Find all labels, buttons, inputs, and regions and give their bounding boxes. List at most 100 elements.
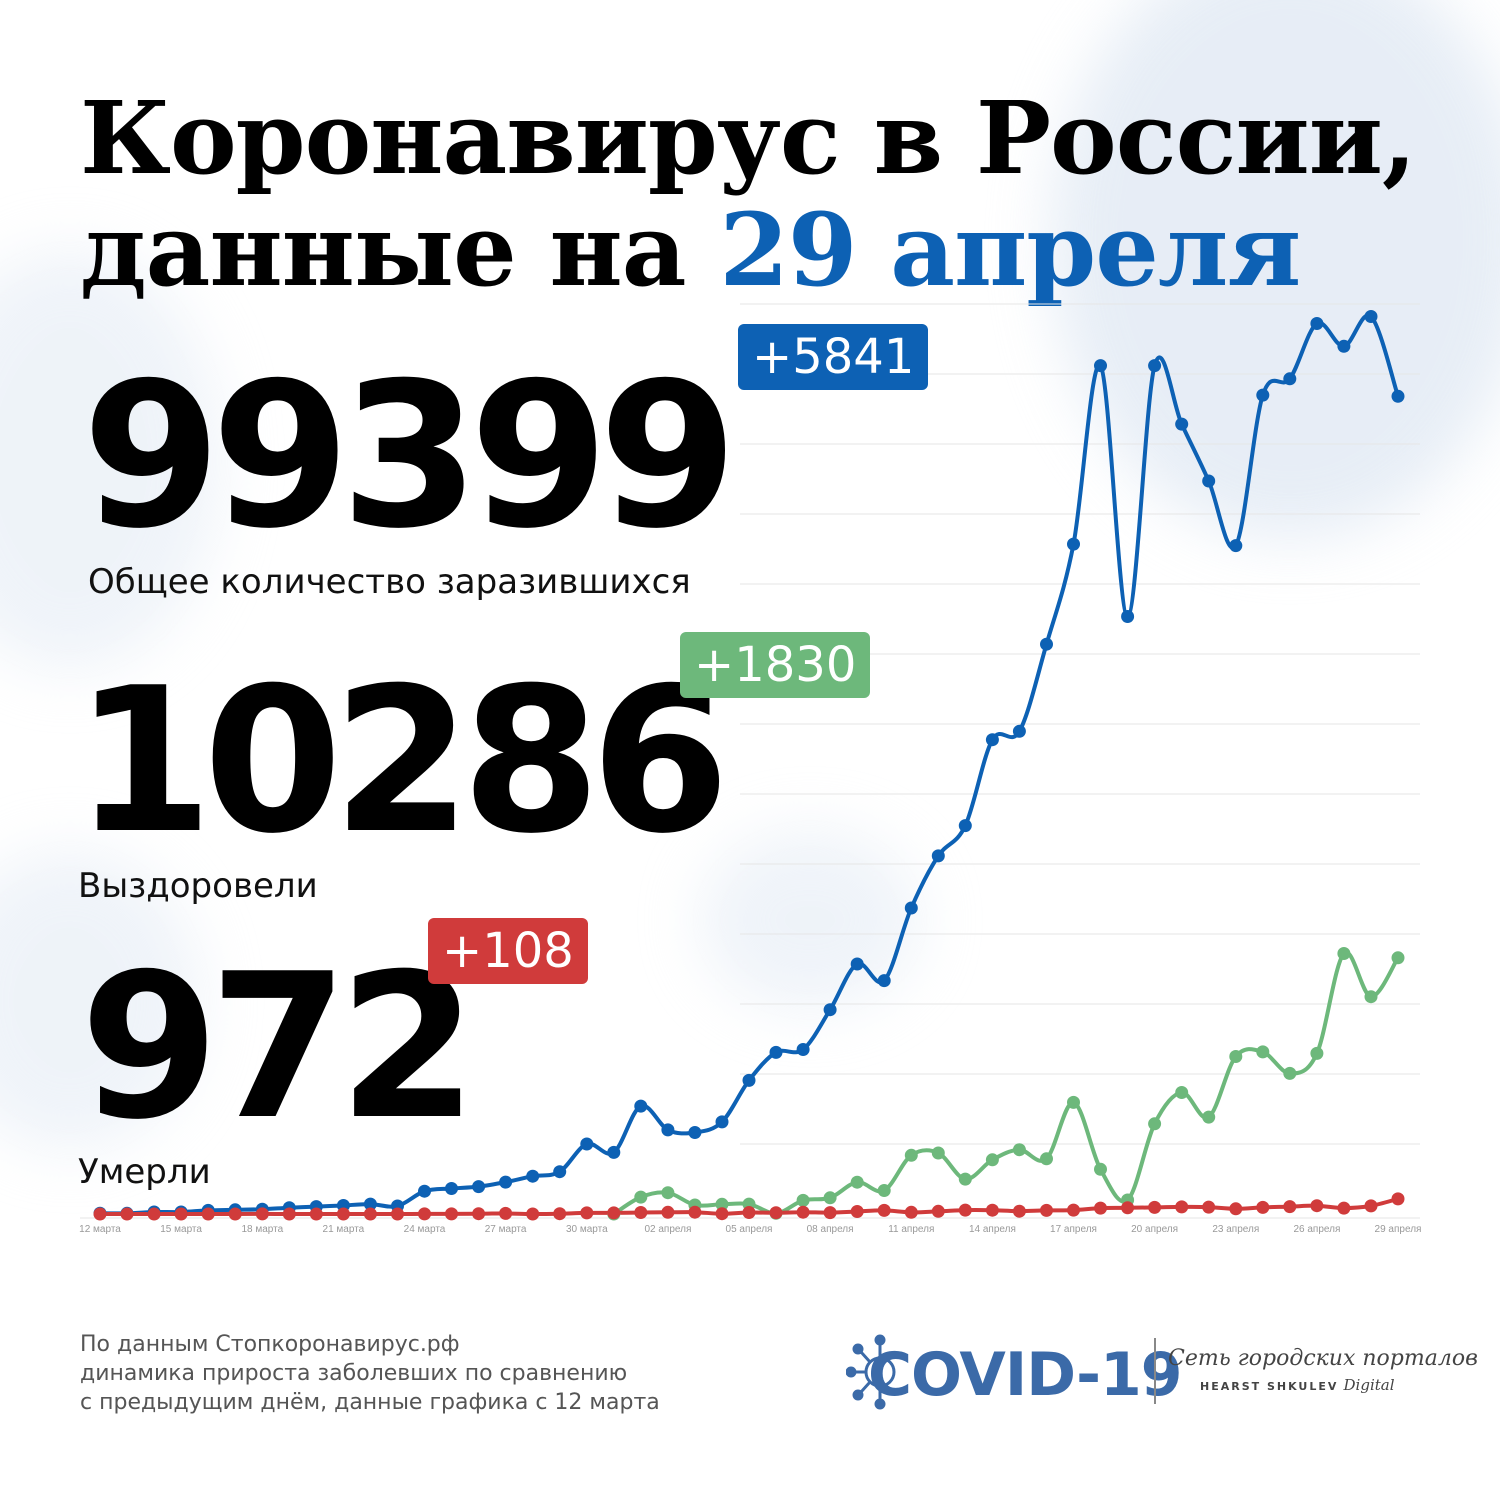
recovered-label: Выздоровели bbox=[78, 866, 318, 906]
deaths-data-point bbox=[174, 1207, 188, 1221]
x-tick-label: 14 апреля bbox=[969, 1224, 1016, 1235]
x-tick-label: 17 апреля bbox=[1050, 1224, 1097, 1235]
infected-data-point bbox=[1310, 317, 1324, 330]
title-line1: Коронавирус в России, bbox=[80, 79, 1417, 197]
covid-logo-text: COVID-19 bbox=[868, 1340, 1183, 1410]
x-tick-label: 08 апреля bbox=[807, 1224, 854, 1235]
infected-data-point bbox=[1229, 539, 1243, 553]
recovered-data-point bbox=[958, 1172, 972, 1186]
recovered-data-point bbox=[1067, 1095, 1080, 1109]
infected-data-point bbox=[1067, 537, 1080, 551]
infected-delta-badge: +5841 bbox=[738, 324, 929, 390]
page-title: Коронавирус в России, данные на 29 апрел… bbox=[80, 79, 1417, 309]
recovered-data-point bbox=[1391, 951, 1405, 965]
infected-data-point bbox=[1391, 389, 1405, 403]
infected-data-point bbox=[823, 1003, 837, 1017]
background-texture bbox=[1050, 0, 1500, 540]
recovered-data-point bbox=[904, 1148, 918, 1162]
infected-data-point bbox=[1364, 310, 1378, 323]
recovered-data-point bbox=[1175, 1086, 1189, 1099]
x-tick-label: 26 апреля bbox=[1293, 1224, 1340, 1235]
recovered-data-point bbox=[1148, 1117, 1162, 1131]
recovered-data-point bbox=[985, 1153, 999, 1167]
deaths-data-point bbox=[1067, 1203, 1080, 1217]
deaths-data-point bbox=[1310, 1199, 1324, 1213]
infected-data-point bbox=[715, 1115, 729, 1129]
infected-total: 99399 bbox=[82, 340, 738, 573]
x-tick-label: 20 апреля bbox=[1131, 1224, 1178, 1235]
deaths-data-point bbox=[526, 1207, 540, 1221]
deaths-data-point bbox=[742, 1206, 756, 1219]
deaths-data-point bbox=[661, 1205, 675, 1219]
deaths-data-point bbox=[309, 1207, 323, 1221]
infected-data-point bbox=[1040, 637, 1053, 651]
x-tick-label: 15 марта bbox=[160, 1224, 202, 1235]
recovered-data-point bbox=[796, 1193, 810, 1207]
infected-data-point bbox=[1148, 359, 1162, 373]
deaths-data-point bbox=[823, 1206, 837, 1220]
infected-data-point bbox=[1121, 610, 1135, 623]
deaths-data-point bbox=[958, 1203, 972, 1217]
deaths-data-point bbox=[499, 1206, 513, 1220]
infected-data-point bbox=[607, 1145, 621, 1159]
deaths-data-point bbox=[282, 1207, 296, 1221]
recovered-data-point bbox=[823, 1191, 837, 1205]
x-tick-label: 23 апреля bbox=[1212, 1224, 1259, 1235]
infected-data-point bbox=[526, 1169, 540, 1183]
recovered-data-point bbox=[1202, 1110, 1216, 1124]
deaths-total: 972 bbox=[80, 931, 477, 1164]
x-tick-label: 11 апреля bbox=[888, 1224, 934, 1235]
infected-label: Общее количество заразившихся bbox=[88, 562, 691, 602]
deaths-data-point bbox=[1040, 1203, 1053, 1217]
virus-icon bbox=[846, 1334, 896, 1410]
x-tick-label: 24 марта bbox=[404, 1224, 446, 1235]
deaths-data-point bbox=[850, 1205, 864, 1218]
recovered-data-point bbox=[1364, 990, 1378, 1004]
infected-data-point bbox=[904, 901, 918, 915]
deaths-data-point bbox=[607, 1206, 621, 1220]
brand-bold: HEARST SHKULEV bbox=[1200, 1380, 1339, 1393]
deaths-data-point bbox=[877, 1203, 891, 1217]
infected-data-point bbox=[1256, 388, 1270, 402]
infected-data-point bbox=[688, 1126, 702, 1139]
recovered-data-point bbox=[931, 1146, 945, 1160]
deaths-data-point bbox=[1283, 1200, 1297, 1214]
deaths-data-point bbox=[796, 1205, 810, 1219]
deaths-data-point bbox=[391, 1207, 404, 1221]
x-tick-label: 21 марта bbox=[323, 1224, 365, 1235]
recovered-data-point bbox=[1040, 1152, 1053, 1166]
deaths-data-point bbox=[1121, 1201, 1135, 1215]
infected-data-point bbox=[634, 1099, 648, 1113]
deaths-data-point bbox=[201, 1207, 215, 1221]
recovered-data-point bbox=[1012, 1143, 1026, 1157]
recovered-data-point bbox=[1283, 1066, 1297, 1080]
recovered-total: 10286 bbox=[74, 645, 730, 878]
deaths-data-point bbox=[580, 1206, 594, 1220]
infected-data-point bbox=[472, 1180, 486, 1194]
infected-data-point bbox=[877, 974, 891, 988]
deaths-data-point bbox=[228, 1207, 242, 1221]
source-footnote: По данным Стопкоронавирус.рф динамика пр… bbox=[80, 1330, 780, 1417]
infected-data-point bbox=[850, 957, 864, 971]
title-line2-prefix: данные на bbox=[80, 191, 720, 309]
infected-data-point bbox=[1012, 724, 1026, 738]
brand-italic: Digital bbox=[1343, 1376, 1395, 1394]
recovered-data-point bbox=[877, 1184, 891, 1197]
brand-subtitle: HEARST SHKULEV Digital bbox=[1200, 1376, 1395, 1394]
deaths-data-point bbox=[985, 1203, 999, 1217]
background-texture bbox=[0, 850, 200, 1150]
recovered-data-point bbox=[1094, 1162, 1107, 1176]
infected-data-point bbox=[958, 819, 972, 833]
deaths-data-point bbox=[1175, 1200, 1189, 1214]
deaths-data-point bbox=[931, 1204, 945, 1218]
infected-data-point bbox=[418, 1184, 431, 1198]
deaths-label: Умерли bbox=[78, 1152, 211, 1192]
recovered-series-line bbox=[612, 950, 1400, 1216]
deaths-data-point bbox=[1364, 1199, 1378, 1213]
deaths-data-point bbox=[1148, 1200, 1162, 1214]
deaths-data-point bbox=[1256, 1200, 1270, 1214]
deaths-data-point bbox=[1229, 1202, 1243, 1216]
footnote-line: По данным Стопкоронавирус.рф bbox=[80, 1332, 460, 1357]
infected-data-point bbox=[1337, 339, 1351, 353]
